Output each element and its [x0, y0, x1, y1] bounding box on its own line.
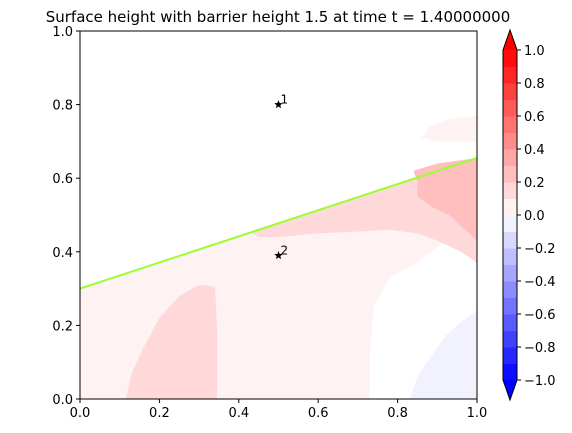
colorbar-band	[503, 83, 517, 100]
colorbar-band	[503, 132, 517, 150]
colorbar-band	[503, 50, 517, 67]
contour-region-neg-0.1-to-0	[409, 310, 477, 399]
y-tick-label: 0.6	[52, 172, 73, 187]
x-tick-label: 0.6	[308, 406, 329, 421]
colorbar-tick-label: 0.2	[524, 176, 545, 191]
stations: 12	[274, 93, 288, 260]
colorbar-tick-label: 0.4	[524, 143, 545, 158]
colorbar-band	[503, 215, 517, 232]
colorbar-band	[503, 314, 517, 331]
colorbar-tick-label: 0.6	[524, 110, 545, 125]
colorbar-under-arrow	[503, 380, 517, 400]
x-tick-label: 0.8	[387, 406, 408, 421]
colorbar-band	[503, 248, 517, 265]
y-tick-label: 0.2	[52, 319, 73, 334]
colorbar-band	[503, 363, 517, 381]
colorbar: −1.0 −0.8 −0.6 −0.4 −0.2 0.0 0.2 0.4 0.6 0.8 1.0	[502, 28, 556, 402]
colorbar-band	[503, 198, 517, 216]
y-axis: 0.0 0.2 0.4 0.6 0.8 1.0	[52, 25, 80, 408]
contour-region-0.1-to-0.2	[125, 284, 217, 399]
station-label: 1	[281, 93, 289, 107]
y-tick-label: 0.8	[52, 99, 73, 114]
colorbar-band	[503, 264, 517, 282]
colorbar-tick-label: −0.2	[524, 242, 556, 257]
colorbar-band	[503, 281, 517, 298]
axes-frame	[79, 30, 478, 400]
colorbar-band	[503, 165, 517, 183]
colorbar-band	[503, 116, 517, 133]
colorbar-tick-label: 0.0	[524, 209, 545, 224]
y-tick-label: 0.4	[52, 246, 73, 261]
x-tick-label: 0.2	[149, 406, 170, 421]
colorbar-band	[503, 297, 517, 315]
colorbar-band	[503, 330, 517, 348]
station-marker	[274, 250, 283, 260]
colorbar-band	[503, 66, 517, 84]
colorbar-over-arrow	[503, 30, 517, 50]
chart-title: Surface height with barrier height 1.5 a…	[46, 8, 511, 26]
plot-area: 12 0.0 0.2 0.4 0.6 0.8 1.0 0.00.20.40.60.81.0	[52, 25, 487, 421]
colorbar-band	[503, 182, 517, 199]
colorbar-tick-label: 0.8	[524, 77, 545, 92]
x-axis: 0.0 0.2 0.4 0.6 0.8 1.0	[70, 399, 488, 421]
contour-region-0.2-to-0.3	[413, 158, 477, 241]
colorbar-tick-label: −1.0	[524, 374, 556, 389]
barrier-line	[80, 157, 477, 290]
colorbar-band	[503, 149, 517, 166]
station-marker	[274, 100, 283, 109]
y-tick-label: 0.0	[52, 393, 73, 408]
station-label: 2	[281, 243, 289, 257]
colorbar-tick-label: −0.4	[524, 275, 556, 290]
y-tick-label: 1.0	[52, 25, 73, 40]
colorbar-band	[503, 347, 517, 364]
contour-region-0-to-0.1-upper	[421, 115, 477, 142]
x-tick-label: 1.0	[467, 406, 488, 421]
colorbar-tick-label: −0.8	[524, 341, 556, 356]
colorbar-band	[503, 99, 517, 117]
x-tick-label: 0.0	[70, 406, 91, 421]
x-tick-label: 0.4	[228, 406, 249, 421]
colorbar-band	[503, 231, 517, 249]
colorbar-tick-label: −0.6	[524, 308, 556, 323]
colorbar-tick-label: 1.0	[524, 44, 545, 59]
